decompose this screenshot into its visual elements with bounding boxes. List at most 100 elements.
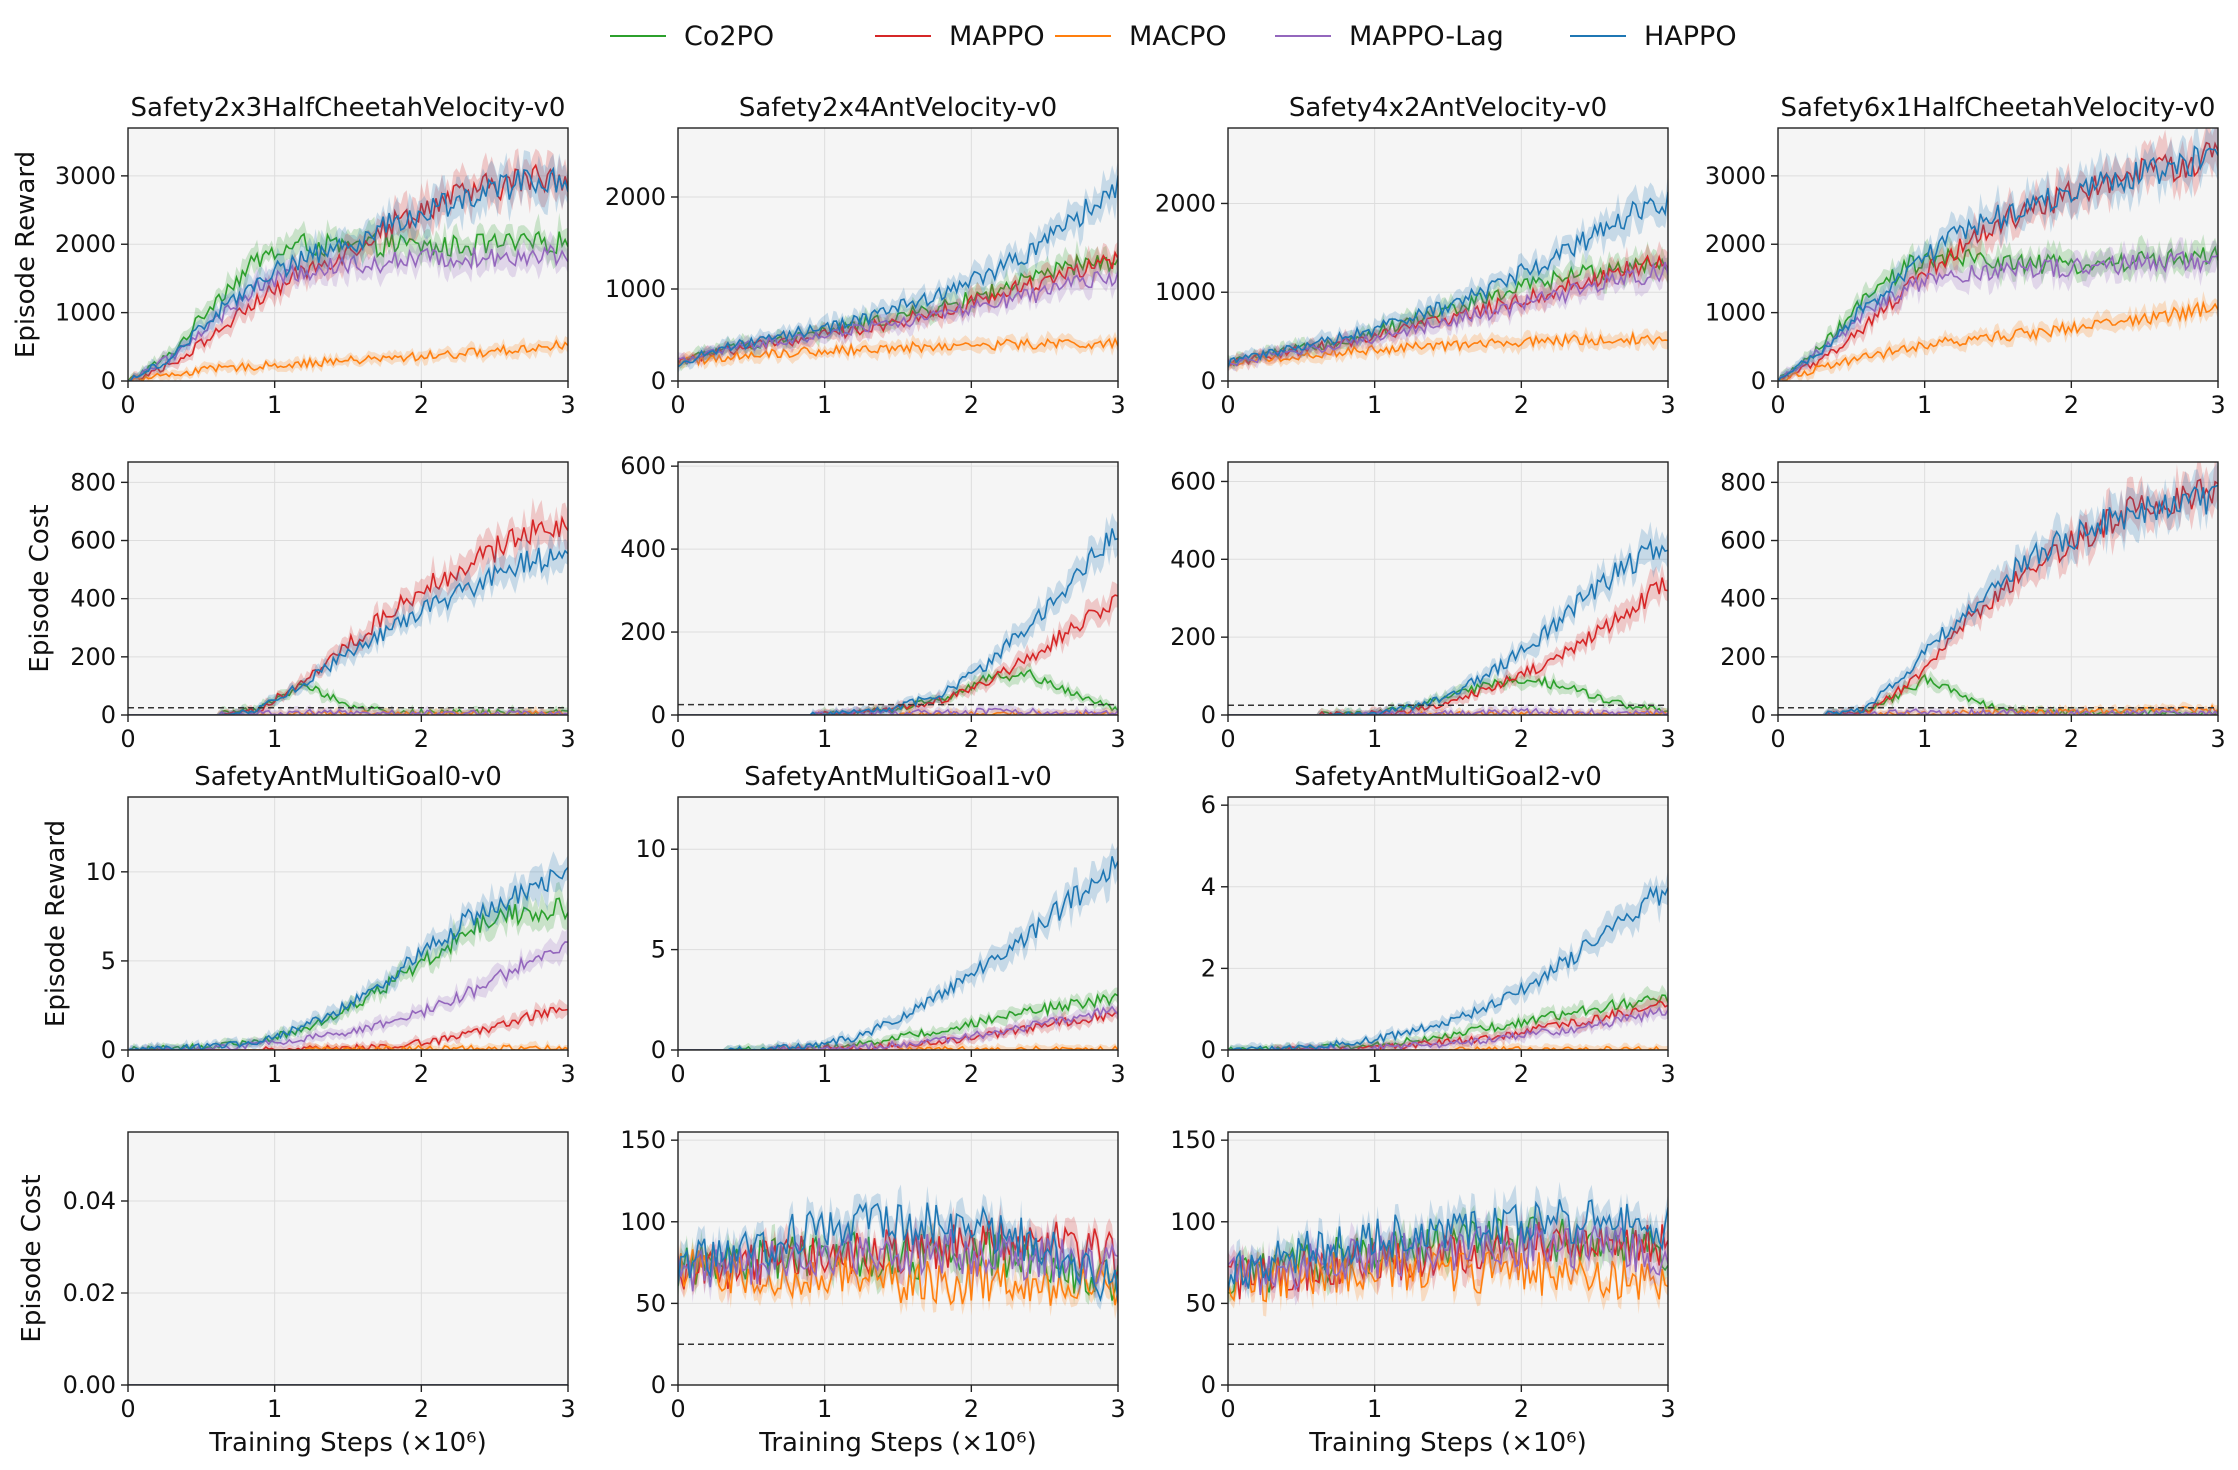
band-happo (128, 150, 568, 381)
line-mappo-lag (1228, 1222, 1668, 1295)
line-macpo (128, 1044, 568, 1050)
axes-frame (1227, 1131, 1669, 1386)
line-happo (678, 856, 1118, 1050)
y-tick-label: 3000 (55, 162, 116, 190)
x-tick-label: 3 (1110, 1395, 1125, 1423)
band-happo (1228, 173, 1668, 373)
line-co2po (1228, 1216, 1668, 1295)
line-co2po (128, 897, 568, 1050)
x-tick-label: 2 (414, 1395, 429, 1423)
x-tick-label: 1 (817, 725, 832, 753)
panel-c-hc6x1: 0 1 2 3 0 200 400 600 800 (1720, 461, 2226, 753)
x-tick-label: 0 (120, 1395, 135, 1423)
x-tick-label: 3 (560, 1395, 575, 1423)
band-co2po (678, 987, 1118, 1050)
y-tick-label: 1000 (1705, 299, 1766, 327)
band-macpo (1228, 326, 1668, 373)
line-mappo-lag (1778, 250, 2218, 381)
x-tick-label: 1 (1367, 725, 1382, 753)
plot-area (1778, 462, 2218, 715)
plot-area (678, 797, 1118, 1050)
line-mappo-lag (128, 708, 568, 715)
band-mappo-lag (128, 231, 568, 381)
panel-r-ant2x4: 0 1 2 3 0 1000 2000 Safety2x4AntVelocity-v0 (605, 93, 1126, 419)
y-tick-label: 4 (1201, 873, 1216, 901)
y-tick-label: 0.04 (63, 1187, 116, 1215)
line-mappo-lag (128, 941, 568, 1050)
x-tick-label: 1 (1917, 725, 1932, 753)
legend-item-mappo-lag: MAPPO-Lag (1275, 21, 1504, 52)
x-tick-label: 2 (414, 725, 429, 753)
panel-c-goal1: 0 1 2 3 0 50 100 150 Training Steps (×10⁶) (620, 1126, 1125, 1458)
panel-c-ant4x2: 0 1 2 3 0 200 400 600 (1170, 461, 1676, 753)
x-tick-label: 3 (1660, 391, 1675, 419)
x-tick-label: 3 (1110, 725, 1125, 753)
line-macpo (128, 339, 568, 381)
line-happo (1228, 885, 1668, 1050)
band-mappo (678, 241, 1118, 372)
series-layer (1228, 173, 1668, 373)
x-tick-label: 0 (1770, 725, 1785, 753)
y-tick-label: 0 (651, 367, 666, 395)
band-macpo (678, 1042, 1118, 1050)
line-mappo (678, 250, 1118, 366)
panel-title: Safety2x3HalfCheetahVelocity-v0 (131, 93, 566, 123)
x-tick-label: 0 (1220, 725, 1235, 753)
y-tick-label: 0 (1751, 367, 1766, 395)
panel-c-goal0: 0 1 2 3 0.00 0.02 0.04 Episode Cost Training Ste… (17, 1131, 576, 1458)
y-tick-label: 0 (1751, 701, 1766, 729)
x-tick-label: 2 (1514, 725, 1529, 753)
y-tick-label: 600 (620, 452, 666, 480)
y-tick-label: 5 (651, 936, 666, 964)
band-co2po (1778, 233, 2218, 381)
band-co2po (128, 212, 568, 381)
x-tick-label: 1 (267, 391, 282, 419)
x-tick-label: 0 (1220, 1395, 1235, 1423)
line-co2po (1228, 254, 1668, 367)
panel-title: Safety2x4AntVelocity-v0 (739, 93, 1057, 123)
y-tick-label: 0 (1201, 367, 1216, 395)
series-layer (1228, 521, 1668, 715)
x-tick-label: 1 (1367, 391, 1382, 419)
line-mappo (678, 1009, 1118, 1050)
line-mappo (678, 1218, 1118, 1290)
legend: Co2PO MAPPO MACPO MAPPO-Lag HAPPO (610, 21, 1737, 52)
band-happo (128, 531, 568, 715)
band-happo (128, 851, 568, 1050)
line-happo (1228, 191, 1668, 368)
axes-frame (677, 1131, 1119, 1386)
y-tick-label: 0.02 (63, 1279, 116, 1307)
x-tick-label: 0 (120, 1060, 135, 1088)
line-mappo (1228, 577, 1668, 715)
panel-title: SafetyAntMultiGoal0-v0 (194, 762, 502, 792)
x-tick-label: 2 (1514, 1395, 1529, 1423)
y-tick-label: 600 (1720, 527, 1766, 555)
x-tick-label: 2 (1514, 391, 1529, 419)
panel-title: Safety6x1HalfCheetahVelocity-v0 (1781, 93, 2216, 123)
y-tick-label: 600 (70, 527, 116, 555)
y-tick-label: 50 (1185, 1289, 1216, 1317)
panel-title: SafetyAntMultiGoal1-v0 (744, 762, 1052, 792)
y-tick-label: 1000 (1155, 278, 1216, 306)
x-tick-label: 0 (1770, 391, 1785, 419)
x-tick-label: 0 (670, 1060, 685, 1088)
y-tick-label: 150 (1170, 1126, 1216, 1154)
band-mappo-lag (678, 703, 1118, 715)
y-tick-label: 0 (651, 701, 666, 729)
axes-frame (1777, 127, 2219, 382)
x-tick-label: 2 (964, 1395, 979, 1423)
x-tick-label: 0 (670, 1395, 685, 1423)
y-tick-label: 6 (1201, 791, 1216, 819)
x-tick-label: 1 (267, 1395, 282, 1423)
y-tick-label: 2000 (55, 230, 116, 258)
axes-frame (127, 127, 569, 382)
series-layer (1228, 869, 1668, 1050)
y-tick-label: 1000 (55, 299, 116, 327)
x-tick-label: 0 (1220, 1060, 1235, 1088)
x-tick-label: 0 (120, 725, 135, 753)
y-tick-label: 2000 (605, 183, 666, 211)
band-macpo (678, 706, 1118, 715)
line-happo (678, 1201, 1118, 1303)
y-tick-label: 2 (1201, 954, 1216, 982)
